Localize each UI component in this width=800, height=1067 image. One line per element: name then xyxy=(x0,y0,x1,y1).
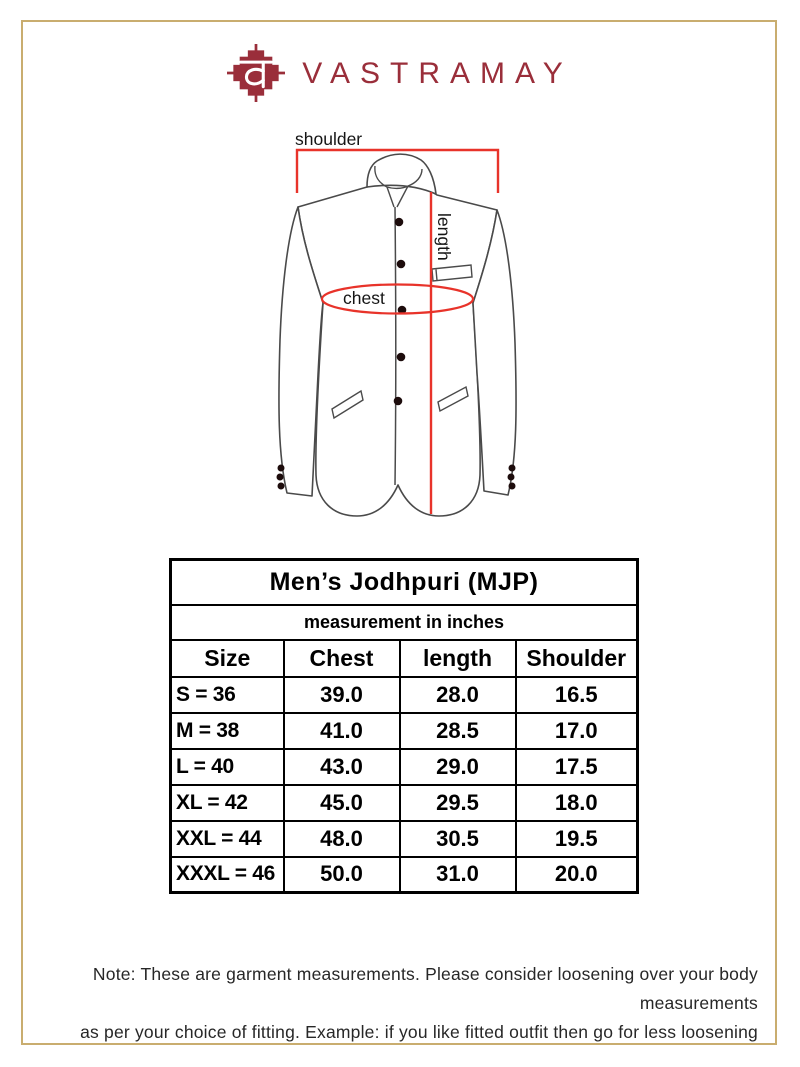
chest-value: 43.0 xyxy=(282,747,401,786)
jacket-measurement-diagram: shoulder length chest xyxy=(255,125,555,545)
length-label: length xyxy=(434,213,454,261)
table-subtitle-row: measurement in inches xyxy=(169,603,639,641)
length-value: 31.0 xyxy=(398,855,517,894)
chest-value: 45.0 xyxy=(282,783,401,822)
brand-logo: VASTRAMAY xyxy=(0,44,800,102)
column-header-chest: Chest xyxy=(282,638,401,678)
jacket-body-outline xyxy=(297,181,498,517)
chest-value: 48.0 xyxy=(282,819,401,858)
measurement-note: Note: These are garment measurements. Pl… xyxy=(40,960,758,1047)
jacket-collar xyxy=(366,153,437,195)
jacket-right-sleeve xyxy=(472,209,517,496)
table-row: XXXL = 46 50.0 31.0 20.0 xyxy=(169,855,639,894)
size-value: S = 36 xyxy=(169,675,285,714)
chest-value: 41.0 xyxy=(282,711,401,750)
size-chart-table: Men’s Jodhpuri (MJP) measurement in inch… xyxy=(169,558,639,894)
table-row: XXL = 44 48.0 30.5 19.5 xyxy=(169,819,639,858)
chest-measure-ellipse xyxy=(320,283,475,315)
chest-value: 39.0 xyxy=(282,675,401,714)
table-header-row: Size Chest length Shoulder xyxy=(169,638,639,678)
column-header-length: length xyxy=(398,638,517,678)
vastramay-logo-icon xyxy=(227,44,286,102)
jacket-front-opening-line xyxy=(394,206,397,486)
table-subtitle: measurement in inches xyxy=(169,603,639,641)
shoulder-value: 17.0 xyxy=(514,711,639,750)
table-title-row: Men’s Jodhpuri (MJP) xyxy=(169,558,639,606)
chest-value: 50.0 xyxy=(282,855,401,894)
size-value: M = 38 xyxy=(169,711,285,750)
table-row: XL = 42 45.0 29.5 18.0 xyxy=(169,783,639,822)
collar-inner-lines xyxy=(374,165,423,208)
shoulder-measure-bracket xyxy=(295,148,500,193)
right-cuff-buttons xyxy=(507,464,516,490)
length-value: 28.5 xyxy=(398,711,517,750)
note-line-2: as per your choice of fitting. Example: … xyxy=(80,1022,758,1042)
left-cuff-buttons xyxy=(276,464,285,490)
table-title: Men’s Jodhpuri (MJP) xyxy=(169,558,639,606)
length-value: 28.0 xyxy=(398,675,517,714)
brand-wordmark: VASTRAMAY xyxy=(302,57,573,90)
size-value: XL = 42 xyxy=(169,783,285,822)
right-hip-pocket xyxy=(437,385,469,413)
devanagari-va-glyph xyxy=(239,60,274,89)
shoulder-value: 18.0 xyxy=(514,783,639,822)
length-value: 29.0 xyxy=(398,747,517,786)
note-line-1: Note: These are garment measurements. Pl… xyxy=(92,964,758,1013)
column-header-size: Size xyxy=(169,638,285,678)
shoulder-label: shoulder xyxy=(295,129,362,149)
shoulder-value: 17.5 xyxy=(514,747,639,786)
table-row: L = 40 43.0 29.0 17.5 xyxy=(169,747,639,786)
column-header-shoulder: Shoulder xyxy=(514,638,639,678)
table-row: S = 36 39.0 28.0 16.5 xyxy=(169,675,639,714)
size-value: XXL = 44 xyxy=(169,819,285,858)
shoulder-value: 20.0 xyxy=(514,855,639,894)
size-value: XXXL = 46 xyxy=(169,855,285,894)
breast-pocket xyxy=(431,264,473,282)
length-value: 29.5 xyxy=(398,783,517,822)
table-row: M = 38 41.0 28.5 17.0 xyxy=(169,711,639,750)
shoulder-value: 19.5 xyxy=(514,819,639,858)
length-value: 30.5 xyxy=(398,819,517,858)
size-value: L = 40 xyxy=(169,747,285,786)
left-hip-pocket xyxy=(331,389,364,420)
shoulder-value: 16.5 xyxy=(514,675,639,714)
chest-label: chest xyxy=(343,288,385,308)
front-buttons xyxy=(393,217,407,406)
